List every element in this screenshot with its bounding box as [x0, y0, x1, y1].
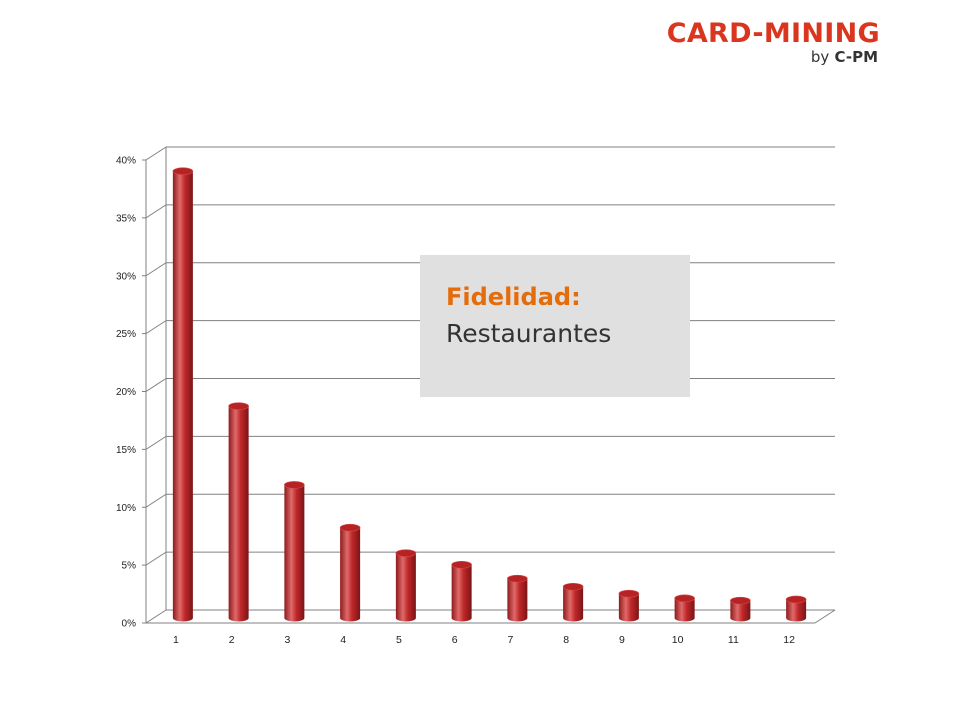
gridline-diagonal [145, 204, 167, 219]
bar-top [507, 574, 528, 583]
bar-body [340, 527, 361, 622]
x-tick-label: 10 [672, 634, 684, 646]
bar-body [451, 564, 472, 622]
logo-brand: C-PM [834, 48, 879, 66]
y-tick-label: 40% [116, 156, 136, 167]
bar-body [730, 600, 751, 622]
x-tick-label: 12 [783, 634, 795, 646]
x-tick-label: 4 [340, 634, 346, 646]
x-tick-label: 1 [173, 634, 179, 646]
bar-5 [395, 549, 417, 622]
gridline-diagonal [145, 320, 167, 335]
bar-top [730, 596, 751, 605]
bar-8 [562, 582, 584, 622]
logo-byline: by C-PM [811, 48, 878, 66]
bar-top [395, 549, 417, 557]
bar-3 [284, 481, 305, 622]
bar-11 [730, 596, 751, 622]
chart-title: Fidelidad: [446, 283, 581, 311]
gridline-diagonal [145, 435, 167, 450]
bar-6 [451, 560, 472, 622]
bar-top [228, 402, 249, 410]
bar-top [562, 582, 584, 591]
logo-wordmark: CARD-MINING [666, 18, 880, 49]
bar-top [785, 595, 807, 604]
x-tick-label: 8 [563, 634, 569, 646]
y-tick-label: 0% [122, 619, 137, 630]
x-tick-label: 5 [396, 634, 402, 646]
gridline-diagonal [145, 609, 167, 624]
x-tick-label: 3 [284, 634, 290, 646]
x-tick-label: 7 [507, 634, 513, 646]
y-tick-label: 15% [116, 445, 136, 456]
bar-body [228, 406, 249, 622]
gridline-diagonal [145, 551, 167, 566]
x-tick-label: 11 [728, 634, 739, 646]
chart-subtitle: Restaurantes [446, 319, 612, 348]
x-tick-label: 9 [619, 634, 625, 646]
x-tick-label: 6 [452, 634, 458, 646]
bar-body [172, 171, 193, 622]
bar-12 [785, 595, 807, 622]
bar-7 [507, 574, 528, 622]
gridline-diagonal [145, 262, 167, 277]
y-tick-label: 10% [116, 503, 136, 514]
y-tick-label: 35% [116, 213, 136, 224]
gridline-diagonal [145, 146, 167, 161]
gridline-diagonal [145, 378, 167, 392]
bar-top [674, 594, 695, 603]
logo-by: by [810, 48, 830, 66]
x-tick-label: 2 [229, 634, 235, 646]
bar-top [618, 589, 640, 598]
bar-body [507, 578, 528, 622]
y-tick-label: 5% [122, 561, 137, 572]
bar-top [284, 481, 305, 489]
bar-body [563, 586, 584, 622]
y-tick-label: 25% [116, 329, 136, 340]
bar-body [284, 484, 305, 622]
bar-1 [172, 167, 194, 622]
bar-9 [618, 589, 640, 622]
card-mining-logo: CARD-MINING by C-PM [666, 14, 920, 66]
bar-body [674, 598, 695, 622]
bar-top [172, 167, 194, 176]
y-tick-label: 30% [116, 271, 136, 282]
bar-4 [339, 523, 361, 622]
bar-10 [674, 594, 695, 622]
y-tick-label: 20% [116, 387, 136, 398]
bar-top [451, 560, 472, 569]
floor-right-edge [814, 609, 836, 624]
bar-body [618, 593, 639, 622]
bar-body [395, 553, 416, 622]
bar-2 [228, 402, 249, 622]
bar-top [339, 523, 361, 532]
bar-body [786, 599, 807, 622]
chart-title-box: Fidelidad: Restaurantes [420, 255, 690, 397]
gridline-diagonal [145, 493, 167, 508]
